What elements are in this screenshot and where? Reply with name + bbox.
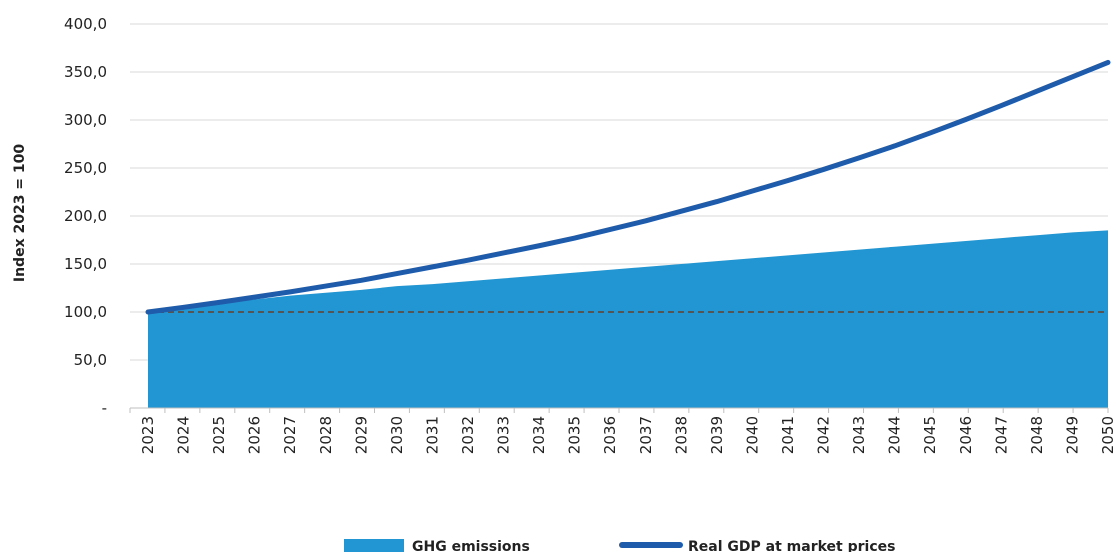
x-tick-label: 2044 <box>886 416 904 454</box>
x-tick-label: 2028 <box>317 416 335 454</box>
x-tick-label: 2034 <box>530 416 548 454</box>
x-tick-label: 2025 <box>210 416 228 454</box>
x-tick-label: 2050 <box>1099 416 1116 454</box>
x-tick-label: 2031 <box>423 416 441 454</box>
x-tick-label: 2024 <box>175 416 193 454</box>
y-tick-label: 250,0 <box>64 159 107 177</box>
y-tick-label: 100,0 <box>64 303 107 321</box>
y-tick-label: 300,0 <box>64 111 107 129</box>
x-tick-label: 2045 <box>921 416 939 454</box>
x-tick-label: 2040 <box>743 416 761 454</box>
x-tick-label: 2023 <box>139 416 157 454</box>
x-tick-label: 2041 <box>779 416 797 454</box>
x-tick-label: 2043 <box>850 416 868 454</box>
x-tick-label: 2047 <box>992 416 1010 454</box>
x-tick-label: 2030 <box>388 416 406 454</box>
x-axis: 2023 2024 2025 2026 2027 2028 2029 2030 2031 2032… <box>129 407 1116 454</box>
x-tick-label: 2038 <box>672 416 690 454</box>
series-area-ghg-emissions <box>148 230 1108 408</box>
y-tick-label: 50,0 <box>74 351 107 369</box>
x-tick-label: 2027 <box>281 416 299 454</box>
x-tick-label: 2042 <box>815 416 833 454</box>
y-axis-title: Index 2023 = 100 <box>12 144 28 283</box>
y-tick-label: 150,0 <box>64 255 107 273</box>
x-tick-label: 2032 <box>459 416 477 454</box>
x-tick-label: 2029 <box>352 416 370 454</box>
x-tick-label: 2026 <box>246 416 264 454</box>
y-axis-ticks: - 50,0 100,0 150,0 200,0 250,0 300,0 350,0 400,0 <box>64 15 107 417</box>
y-tick-label: - <box>102 399 107 417</box>
x-tick-label: 2039 <box>708 416 726 454</box>
x-tick-label: 2035 <box>566 416 584 454</box>
x-tick-label: 2046 <box>957 416 975 454</box>
y-tick-label: 400,0 <box>64 15 107 33</box>
plot-area <box>145 59 1111 408</box>
series-line-real-gdp <box>145 59 1111 315</box>
legend-swatch-ghg-emissions <box>344 539 404 552</box>
x-tick-label: 2049 <box>1063 416 1081 454</box>
legend: GHG emissions Real GDP at market prices <box>344 539 895 552</box>
legend-label-ghg-emissions: GHG emissions <box>412 539 530 552</box>
x-tick-label: 2037 <box>637 416 655 454</box>
y-tick-label: 350,0 <box>64 63 107 81</box>
x-tick-label: 2036 <box>601 416 619 454</box>
y-tick-label: 200,0 <box>64 207 107 225</box>
x-tick-label: 2048 <box>1028 416 1046 454</box>
legend-label-real-gdp: Real GDP at market prices <box>688 539 895 552</box>
x-tick-label: 2033 <box>495 416 513 454</box>
